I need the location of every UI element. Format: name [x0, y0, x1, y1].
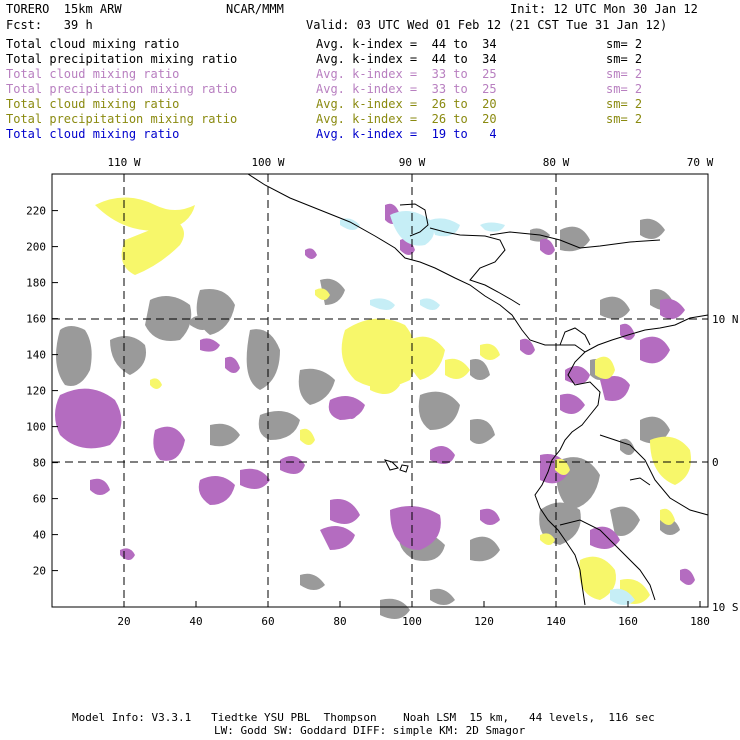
- y-grid-label: 120: [26, 385, 46, 398]
- legend-index-0: Avg. k-index = 44 to 34: [316, 37, 497, 51]
- x-grid-label: 80: [333, 615, 346, 628]
- y-grid-label: 160: [26, 313, 46, 326]
- lon-label-3: 80 W: [543, 156, 570, 169]
- lon-label-2: 90 W: [399, 156, 426, 169]
- x-grid-label: 160: [618, 615, 638, 628]
- coastlines: [247, 173, 709, 606]
- x-grid-label: 100: [402, 615, 422, 628]
- legend-field-5: Total precipitation mixing ratio: [6, 112, 238, 126]
- lat-label-2: 10 S: [712, 601, 739, 614]
- cyan-cloud-areas: [340, 211, 635, 605]
- legend-index-4: Avg. k-index = 26 to 20: [316, 97, 497, 111]
- x-grid-label: 120: [474, 615, 494, 628]
- lon-label-1: 100 W: [251, 156, 284, 169]
- x-grid-label: 20: [117, 615, 130, 628]
- legend-index-1: Avg. k-index = 44 to 34: [316, 52, 497, 66]
- x-grid-label: 60: [261, 615, 274, 628]
- y-grid-label: 100: [26, 421, 46, 434]
- lon-label-4: 70 W: [687, 156, 714, 169]
- legend-sm-0: sm= 2: [606, 37, 643, 51]
- lat-label-0: 10 N: [712, 313, 739, 326]
- legend-sm-3: sm= 2: [606, 82, 643, 96]
- legend-field-1: Total precipitation mixing ratio: [6, 52, 238, 66]
- y-grid-label: 200: [26, 241, 46, 254]
- x-grid-label: 140: [546, 615, 566, 628]
- y-grid-label: 40: [33, 529, 46, 542]
- longitude-labels: 110 W 100 W 90 W 80 W 70 W: [107, 156, 713, 169]
- legend-field-0: Total cloud mixing ratio: [6, 37, 180, 51]
- footer-physics-info: LW: Godd SW: Goddard DIFF: simple KM: 2D…: [214, 724, 526, 737]
- legend-index-6: Avg. k-index = 19 to 4: [316, 127, 497, 141]
- legend-field-2: Total cloud mixing ratio: [6, 67, 180, 81]
- valid-time: Valid: 03 UTC Wed 01 Feb 12 (21 CST Tue …: [306, 18, 668, 32]
- legend-sm-5: sm= 2: [606, 112, 643, 126]
- legend-field-3: Total precipitation mixing ratio: [6, 82, 238, 96]
- y-grid-label: 80: [33, 457, 46, 470]
- y-grid-label: 20: [33, 565, 46, 578]
- center-label: NCAR/MMM: [226, 2, 284, 16]
- legend-index-2: Avg. k-index = 33 to 25: [316, 67, 497, 81]
- legend-index-5: Avg. k-index = 26 to 20: [316, 112, 497, 126]
- latitude-labels: 10 N 0 10 S: [712, 313, 739, 614]
- y-grid-labels: 20 40 60 80 100 120 140 160 180 200 220: [26, 205, 46, 578]
- model-title: TORERO 15km ARW: [6, 2, 122, 16]
- y-grid-label: 180: [26, 277, 46, 290]
- x-grid-label: 180: [690, 615, 710, 628]
- footer-model-info: Model Info: V3.3.1 Tiedtke YSU PBL Thomp…: [72, 711, 655, 724]
- init-time: Init: 12 UTC Mon 30 Jan 12: [510, 2, 698, 16]
- axis-ticks: [52, 210, 701, 607]
- cloud-fields: [55, 197, 695, 619]
- legend-sm-4: sm= 2: [606, 97, 643, 111]
- legend-sm-2: sm= 2: [606, 67, 643, 81]
- y-grid-label: 140: [26, 349, 46, 362]
- lat-label-1: 0: [712, 456, 719, 469]
- legend-sm-1: sm= 2: [606, 52, 643, 66]
- x-grid-labels: 2040608010012014016018020022024026028030…: [117, 615, 710, 628]
- lon-label-0: 110 W: [107, 156, 140, 169]
- x-grid-label: 40: [189, 615, 202, 628]
- y-grid-label: 220: [26, 205, 46, 218]
- graticule: [52, 174, 708, 607]
- legend-field-6: Total cloud mixing ratio: [6, 127, 180, 141]
- purple-cloud-areas: [55, 203, 695, 585]
- legend-field-4: Total cloud mixing ratio: [6, 97, 180, 111]
- legend-index-3: Avg. k-index = 33 to 25: [316, 82, 497, 96]
- forecast-hour: Fcst: 39 h: [6, 18, 93, 32]
- y-grid-label: 60: [33, 493, 46, 506]
